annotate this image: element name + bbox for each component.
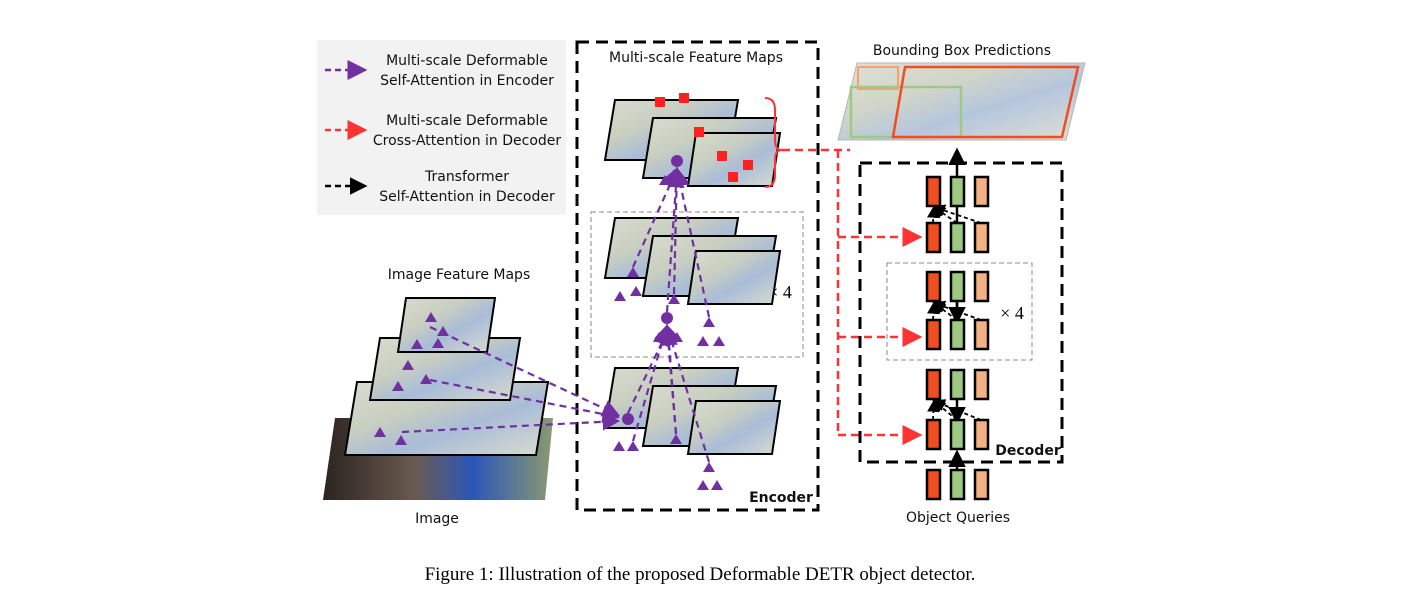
- decoder-token: [949, 318, 966, 351]
- legend-item-2-line1: Multi-scale Deformable: [386, 113, 548, 129]
- decoder: × 4 Decoder Object Queries: [858, 147, 1064, 526]
- decoder-token: [925, 270, 942, 303]
- sampling-point-triangle: [627, 267, 639, 277]
- figure-caption: Figure 1: Illustration of the proposed D…: [425, 564, 976, 585]
- sampling-point-triangle: [374, 427, 386, 437]
- image-feature-maps: Image Feature Maps Image: [323, 267, 553, 527]
- attention-arrow: [401, 412, 621, 434]
- object-query-token: [925, 468, 942, 501]
- decoder-token: [973, 418, 990, 451]
- legend-item-2-line2: Cross-Attention in Decoder: [373, 133, 562, 149]
- sampling-point-triangle: [613, 441, 625, 451]
- legend: Multi-scale Deformable Self-Attention in…: [317, 40, 566, 215]
- legend-item-3-line2: Self-Attention in Decoder: [379, 189, 555, 205]
- sampling-point-triangle: [627, 441, 639, 451]
- sampling-point-triangle: [425, 312, 437, 322]
- encoder-box: [575, 40, 820, 512]
- decoder-token: [925, 221, 942, 254]
- sampling-point-square: [717, 151, 727, 161]
- decoder-token: [949, 221, 966, 254]
- bbox-red: [891, 65, 1080, 139]
- decoder-token: [973, 318, 990, 351]
- query-point: [622, 413, 634, 425]
- bounding-box-predictions: Bounding Box Predictions: [837, 43, 1086, 141]
- sampling-point-triangle: [630, 286, 642, 296]
- decoder-token: [949, 175, 966, 208]
- encoder: Multi-scale Feature Maps × 4 Encoder: [401, 40, 820, 512]
- sampling-point-triangle: [703, 317, 715, 327]
- sampling-point-triangle: [670, 434, 682, 444]
- feature-map-level-3: [686, 250, 782, 305]
- feature-map-small: [396, 297, 497, 353]
- sampling-point-triangle: [432, 338, 444, 348]
- decoder-repeat-label: × 4: [1000, 303, 1024, 323]
- legend-item-1-line2: Self-Attention in Encoder: [380, 73, 554, 89]
- sampling-point-triangle: [668, 294, 680, 304]
- self-attention-arrow: [932, 399, 982, 421]
- attention-arrow: [429, 378, 621, 423]
- self-attention-arrow: [932, 204, 982, 224]
- sampling-point-triangle: [614, 291, 626, 301]
- bbox-orange: [857, 66, 899, 90]
- self-attention-arrow: [932, 301, 958, 321]
- decoder-token: [949, 368, 966, 401]
- bbox-title: Bounding Box Predictions: [873, 43, 1051, 59]
- sampling-point-square: [728, 172, 738, 182]
- image-label: Image: [415, 511, 459, 527]
- legend-item-1-line1: Multi-scale Deformable: [386, 53, 548, 69]
- sampling-point-triangle: [402, 360, 414, 370]
- sampling-point-square: [655, 97, 665, 107]
- cross-attention-lines: [782, 148, 923, 445]
- attention-arrow: [667, 166, 686, 295]
- object-query-token: [973, 468, 990, 501]
- sampling-point-triangle: [697, 336, 709, 346]
- image-feature-maps-title: Image Feature Maps: [388, 267, 531, 283]
- decoder-token: [973, 270, 990, 303]
- decoder-repeat-box: [886, 262, 1033, 361]
- decoder-token: [949, 270, 966, 303]
- decoder-token: [925, 368, 942, 401]
- encoder-title: Multi-scale Feature Maps: [609, 50, 783, 66]
- self-attention-arrow: [932, 300, 982, 321]
- decoder-token: [973, 175, 990, 208]
- feature-map-level-3: [686, 132, 782, 187]
- self-attention-arrow: [927, 205, 940, 224]
- sampling-point-triangle: [671, 332, 683, 342]
- object-queries-label: Object Queries: [906, 510, 1010, 526]
- feature-map-level-3: [686, 400, 782, 455]
- sampling-point-triangle: [395, 435, 407, 445]
- decoder-token: [973, 368, 990, 401]
- query-point: [671, 155, 683, 167]
- decoder-token: [973, 221, 990, 254]
- self-attention-arrow: [932, 399, 958, 421]
- sampling-point-square: [743, 160, 753, 170]
- sampling-point-triangle: [411, 339, 423, 349]
- sampling-point-triangle: [392, 381, 404, 391]
- sampling-point-triangle: [711, 480, 723, 490]
- query-point: [661, 312, 673, 324]
- decoder-token: [925, 318, 942, 351]
- sampling-point-triangle: [703, 462, 715, 472]
- sampling-point-triangle: [713, 336, 725, 346]
- decoder-token: [925, 418, 942, 451]
- sampling-point-triangle: [420, 374, 432, 384]
- attention-arrow: [429, 326, 620, 417]
- decoder-label: Decoder: [995, 443, 1061, 459]
- decoder-token: [925, 175, 942, 208]
- sampling-point-square: [694, 127, 704, 137]
- encoder-repeat-box: [590, 211, 804, 358]
- encoder-label: Encoder: [749, 490, 813, 506]
- decoder-token: [949, 418, 966, 451]
- self-attention-arrow: [927, 399, 940, 421]
- object-query-token: [949, 468, 966, 501]
- self-attention-arrow: [932, 205, 958, 224]
- attention-arrow: [660, 327, 678, 435]
- sampling-point-square: [679, 93, 689, 103]
- attention-arrow: [671, 166, 711, 318]
- self-attention-arrow: [927, 301, 940, 321]
- legend-item-3-line1: Transformer: [424, 169, 509, 185]
- sampling-point-triangle: [697, 480, 709, 490]
